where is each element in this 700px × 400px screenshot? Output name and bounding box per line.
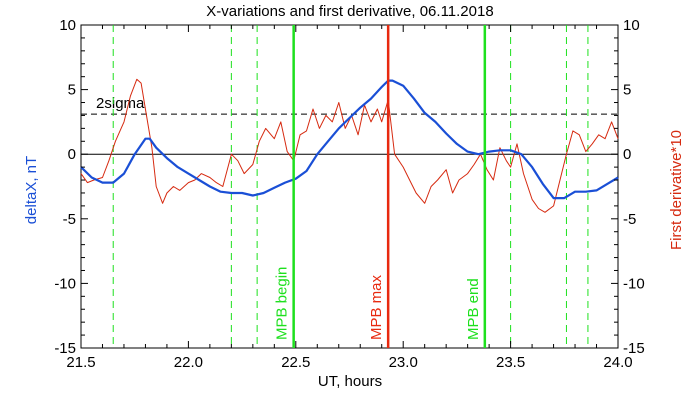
x-tick-label: 21.5	[66, 354, 95, 371]
sigma-label: 2sigma	[96, 95, 145, 112]
mpb-end-label: MPB end	[465, 278, 482, 340]
x-tick-label: 22.0	[174, 354, 203, 371]
y-tick-label-left: 10	[59, 17, 76, 34]
y-tick-label-right: 10	[623, 17, 640, 34]
y-tick-label-left: 0	[68, 146, 76, 163]
y-tick-label-left: -10	[54, 275, 76, 292]
x-tick-label: 23.0	[389, 354, 418, 371]
y-tick-label-right: -5	[623, 211, 636, 228]
series-line-derivative	[80, 78, 619, 213]
mpb-begin-label: MPB begin	[274, 267, 291, 340]
y-tick-label-right: 5	[623, 82, 631, 99]
y-tick-label-left: 5	[68, 82, 76, 99]
x-tick-label: 23.5	[496, 354, 525, 371]
y-tick-label-right: -10	[623, 275, 645, 292]
y-tick-label-left: -15	[54, 340, 76, 357]
plot-area: 2sigma MPB begin MPB max MPB end 21.5 22.0 22.…	[54, 17, 644, 371]
y-tick-label-left: -5	[63, 211, 76, 228]
x-tick-label: 24.0	[603, 354, 632, 371]
x-tick-label: 22.5	[281, 354, 310, 371]
y-tick-label-right: -15	[623, 340, 645, 357]
y-tick-label-right: 0	[623, 146, 631, 163]
series-line-deltaX	[80, 79, 619, 200]
y-axis-label-left: deltaX, nT	[23, 156, 40, 224]
plot-frame	[80, 24, 619, 349]
mpb-max-label: MPB max	[368, 274, 385, 340]
x-axis-label: UT, hours	[318, 373, 382, 390]
chart-title: X-variations and first derivative, 06.11…	[206, 3, 493, 20]
y-axis-label-right: First derivative*10	[668, 130, 685, 250]
